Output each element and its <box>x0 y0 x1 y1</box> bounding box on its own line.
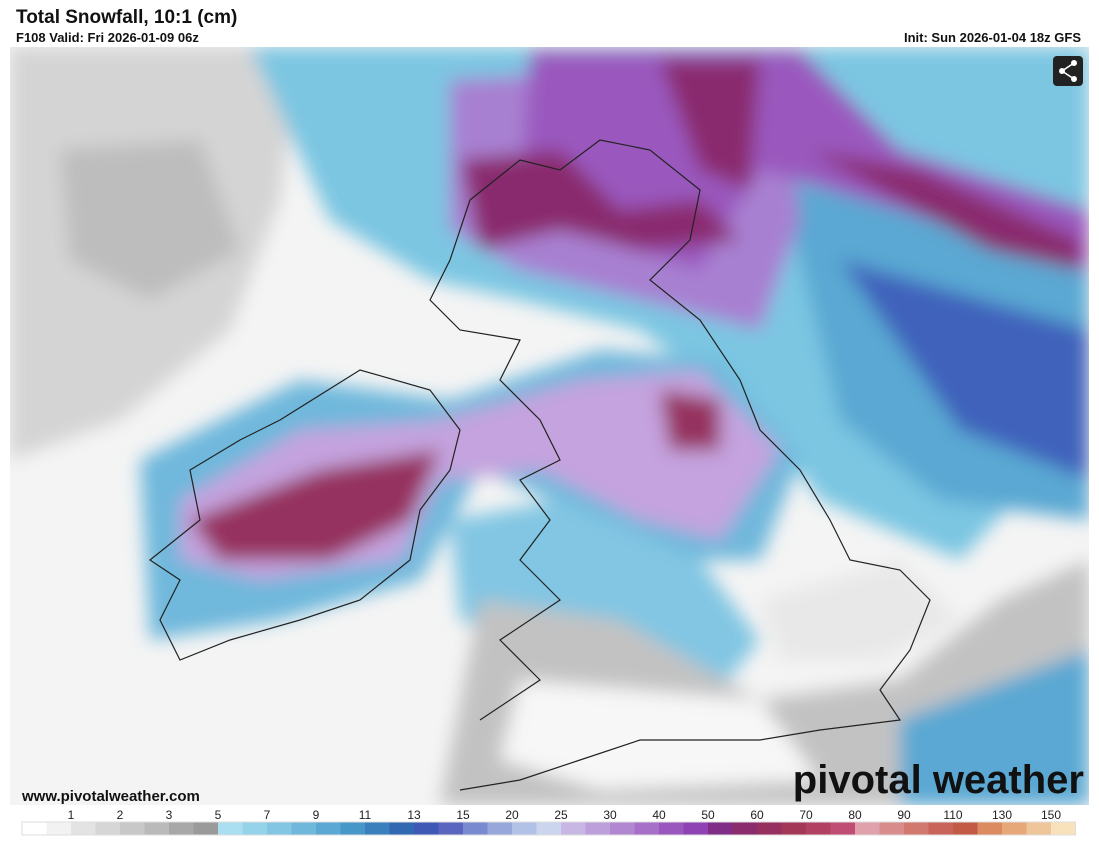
color-swatch <box>928 822 954 835</box>
color-swatch <box>634 822 660 835</box>
color-swatch <box>1002 822 1027 835</box>
colorbar-tick-label: 15 <box>456 808 470 822</box>
colorbar-tick-label: 9 <box>313 808 320 822</box>
color-swatch <box>120 822 145 835</box>
color-swatch <box>659 822 684 835</box>
colorbar-tick-label: 13 <box>407 808 421 822</box>
color-swatch <box>708 822 733 835</box>
colorbar-tick-label: 11 <box>359 808 372 822</box>
color-swatch <box>242 822 268 835</box>
colorbar-frame <box>21 821 1076 836</box>
color-swatch <box>291 822 317 835</box>
color-swatch <box>781 822 807 835</box>
color-swatch <box>463 822 488 835</box>
color-swatch <box>904 822 929 835</box>
color-swatch <box>536 822 562 835</box>
color-swatch <box>879 822 905 835</box>
color-swatch <box>193 822 219 835</box>
colorbar-tick-label: 90 <box>897 808 911 822</box>
color-swatch <box>169 822 194 835</box>
color-swatch <box>95 822 121 835</box>
color-swatch <box>830 822 856 835</box>
color-swatch <box>1051 822 1076 835</box>
logo: pivotal weather <box>793 758 1084 802</box>
colorbar-tick-label: 1 <box>68 808 75 822</box>
colorbar-tick-label: 60 <box>750 808 764 822</box>
color-swatch <box>512 822 537 835</box>
color-swatch <box>218 822 243 835</box>
color-swatch <box>365 822 390 835</box>
color-swatch <box>683 822 709 835</box>
color-swatch <box>267 822 292 835</box>
valid-time: F108 Valid: Fri 2026-01-09 06z <box>16 30 199 45</box>
color-swatch <box>953 822 978 835</box>
color-swatch <box>855 822 880 835</box>
colorbar-tick-label: 20 <box>505 808 519 822</box>
color-swatch <box>806 822 831 835</box>
color-swatch <box>757 822 782 835</box>
colorbar-tick-label: 130 <box>992 808 1012 822</box>
colorbar-tick-label: 7 <box>264 808 271 822</box>
color-swatch <box>487 822 513 835</box>
color-swatch <box>610 822 635 835</box>
color-swatch <box>414 822 439 835</box>
init-time: Init: Sun 2026-01-04 18z GFS <box>904 30 1081 45</box>
color-swatch <box>732 822 758 835</box>
color-swatch <box>438 822 464 835</box>
colorbar-tick-label: 3 <box>166 808 173 822</box>
website: www.pivotalweather.com <box>21 788 200 805</box>
color-swatch <box>585 822 611 835</box>
color-swatch <box>144 822 170 835</box>
color-swatch <box>316 822 341 835</box>
colorbar-tick-label: 2 <box>117 808 124 822</box>
colorbar-tick-label: 5 <box>215 808 222 822</box>
color-swatch <box>71 822 96 835</box>
map: www.pivotalweather.com pivotal weather <box>10 47 1089 805</box>
color-swatch <box>977 822 1003 835</box>
colorbar-tick-label: 80 <box>848 808 862 822</box>
colorbar-tick-label: 25 <box>554 808 568 822</box>
coastlines <box>148 139 931 791</box>
colorbar-tick-label: 40 <box>652 808 666 822</box>
colorbar-tick-label: 30 <box>603 808 617 822</box>
title: Total Snowfall, 10:1 (cm) <box>16 7 237 28</box>
color-swatch <box>1026 822 1052 835</box>
color-swatch <box>340 822 366 835</box>
colorbar: 1 2 3 5 7 9 11 13 15 20 25 30 40 50 60 70 80 90 110 130 150 <box>21 808 1076 836</box>
colorbar-tick-label: 110 <box>943 808 962 822</box>
color-swatch <box>389 822 415 835</box>
share-button[interactable] <box>1053 56 1083 86</box>
colorbar-tick-label: 70 <box>799 808 813 822</box>
colorbar-tick-label: 50 <box>701 808 715 822</box>
color-swatch <box>561 822 586 835</box>
colorbar-tick-label: 150 <box>1041 808 1061 822</box>
color-swatch <box>46 822 72 835</box>
color-swatch <box>22 822 47 835</box>
